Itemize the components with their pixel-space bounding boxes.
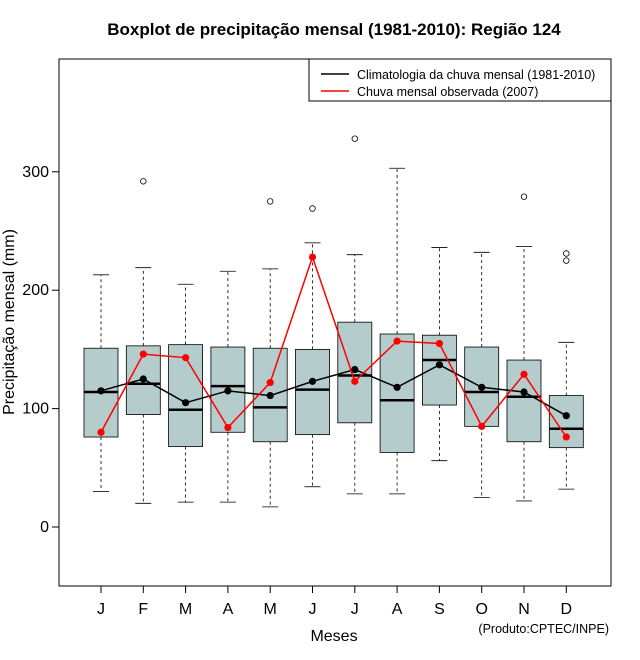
box-8 bbox=[421, 247, 457, 462]
x-tick-label-1: F bbox=[138, 601, 148, 618]
x-tick-label-0: J bbox=[97, 601, 105, 618]
x-tick-label-6: J bbox=[351, 601, 359, 618]
credit-text: (Produto:CPTEC/INPE) bbox=[478, 622, 609, 636]
box-10 bbox=[506, 193, 542, 502]
x-axis-label: Meses bbox=[310, 628, 357, 645]
x-tick-label-9: O bbox=[475, 601, 487, 618]
series-point-1-3 bbox=[224, 423, 232, 432]
box-1 bbox=[125, 178, 161, 504]
series-point-0-10 bbox=[520, 388, 528, 396]
legend-label-climatology: Climatologia da chuva mensal (1981-2010) bbox=[357, 68, 595, 82]
box-11 bbox=[548, 250, 584, 490]
x-tick-label-10: N bbox=[518, 601, 530, 618]
box-rect-7 bbox=[379, 333, 415, 453]
legend: Climatologia da chuva mensal (1981-2010)… bbox=[308, 58, 612, 102]
series-point-0-5 bbox=[308, 377, 317, 385]
series-point-1-8 bbox=[435, 339, 443, 348]
y-axis: 0 100 200 300 bbox=[22, 164, 59, 536]
series-point-0-3 bbox=[224, 387, 232, 395]
outlier-11-1 bbox=[563, 250, 570, 257]
box-7 bbox=[379, 167, 415, 495]
x-tick-label-11: D bbox=[561, 601, 573, 618]
box-4 bbox=[252, 198, 288, 508]
y-tick-label-0: 0 bbox=[40, 519, 49, 536]
box-rect-5 bbox=[295, 348, 330, 436]
x-tick-label-2: M bbox=[179, 601, 192, 618]
x-tick-label-4: M bbox=[264, 601, 277, 618]
outlier-6-0 bbox=[351, 135, 358, 142]
x-tick-label-3: A bbox=[223, 601, 234, 618]
series-line-1 bbox=[100, 254, 567, 438]
box-6 bbox=[337, 135, 373, 495]
y-tick-label-1: 100 bbox=[22, 401, 49, 418]
boxes-group bbox=[83, 135, 584, 508]
chart-title: Boxplot de precipitação mensal (1981-201… bbox=[107, 20, 561, 39]
series-point-1-9 bbox=[478, 422, 486, 430]
outlier-5-0 bbox=[309, 205, 316, 212]
x-tick-label-8: S bbox=[434, 601, 445, 618]
series-point-1-0 bbox=[97, 428, 105, 436]
box-5 bbox=[295, 205, 330, 488]
series-point-1-2 bbox=[182, 354, 190, 362]
series-point-0-4 bbox=[266, 391, 274, 400]
box-3 bbox=[210, 270, 246, 503]
series-point-0-8 bbox=[435, 361, 443, 369]
x-tick-label-5: J bbox=[309, 601, 317, 618]
series-point-1-4 bbox=[266, 378, 274, 387]
outlier-11-0 bbox=[563, 257, 570, 264]
series-point-0-2 bbox=[182, 399, 190, 407]
series-point-0-11 bbox=[562, 412, 570, 420]
series-point-1-5 bbox=[308, 253, 317, 261]
legend-label-observed: Chuva mensal observada (2007) bbox=[357, 85, 538, 99]
y-axis-label: Precipitação mensal (mm) bbox=[1, 229, 18, 415]
series-point-0-6 bbox=[351, 365, 359, 374]
series-point-0-7 bbox=[393, 383, 401, 391]
outlier-4-0 bbox=[267, 198, 274, 205]
series-point-1-6 bbox=[351, 377, 359, 385]
box-0 bbox=[83, 274, 119, 492]
x-tick-label-7: A bbox=[392, 601, 403, 618]
series-point-1-10 bbox=[520, 370, 528, 378]
series-point-1-7 bbox=[393, 337, 401, 345]
y-tick-label-2: 200 bbox=[22, 282, 49, 299]
series-point-1-1 bbox=[139, 350, 147, 358]
series-point-0-9 bbox=[478, 383, 486, 391]
series-point-0-1 bbox=[139, 375, 147, 383]
series-point-1-11 bbox=[562, 433, 570, 441]
y-tick-label-3: 300 bbox=[22, 164, 49, 181]
box-9 bbox=[464, 251, 500, 498]
series-point-0-0 bbox=[97, 387, 105, 395]
series-group bbox=[97, 253, 570, 441]
outlier-10-0 bbox=[520, 193, 528, 200]
outlier-1-0 bbox=[140, 178, 147, 185]
series-line-0 bbox=[100, 363, 567, 417]
legend-box bbox=[308, 58, 612, 102]
box-2 bbox=[168, 283, 204, 503]
box-rect-11 bbox=[548, 395, 584, 449]
